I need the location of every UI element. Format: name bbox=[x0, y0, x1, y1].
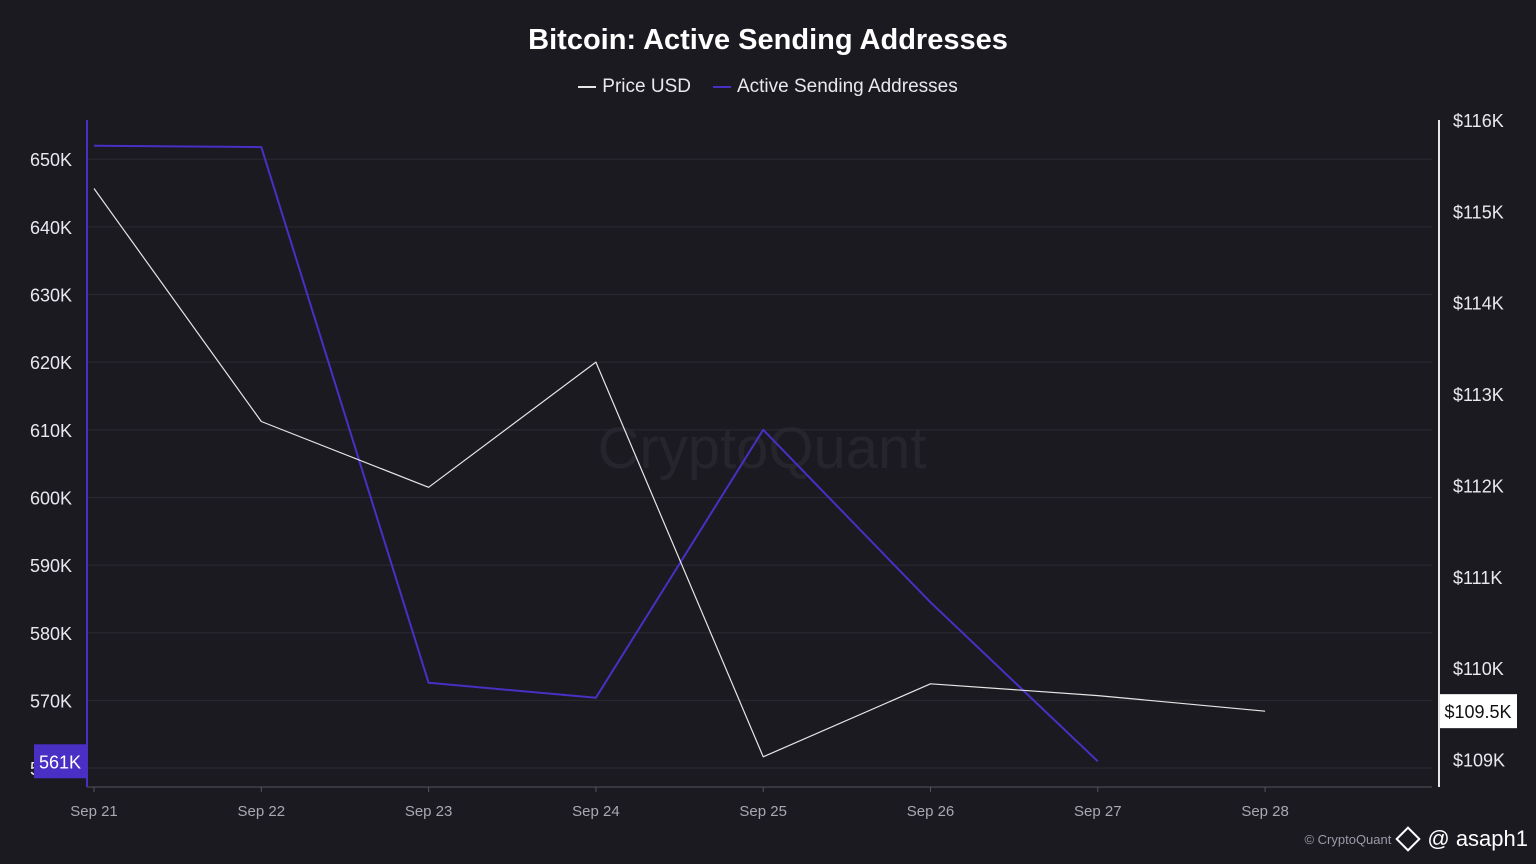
watermark-text: CryptoQuant bbox=[598, 416, 927, 481]
current-value-label-left: 561K bbox=[39, 752, 81, 772]
right-tick-label: $113K bbox=[1453, 385, 1504, 405]
x-tick-label: Sep 24 bbox=[572, 803, 620, 820]
x-tick-label: Sep 26 bbox=[907, 803, 955, 820]
left-tick-label: 600K bbox=[30, 488, 72, 508]
chart-title: Bitcoin: Active Sending Addresses bbox=[528, 24, 1008, 56]
x-tick-label: Sep 25 bbox=[739, 803, 787, 820]
legend-item-price[interactable]: Price USD bbox=[578, 76, 691, 98]
x-tick-label: Sep 28 bbox=[1241, 803, 1289, 820]
right-tick-label: $112K bbox=[1453, 476, 1504, 496]
legend: Price USD Active Sending Addresses bbox=[0, 76, 1536, 98]
right-tick-label: $109K bbox=[1453, 751, 1505, 771]
right-tick-label: $115K bbox=[1453, 202, 1504, 222]
diamond-logo-icon bbox=[1395, 826, 1422, 852]
legend-swatch-price bbox=[578, 86, 597, 88]
left-tick-label: 570K bbox=[30, 691, 72, 711]
legend-item-active-addresses[interactable]: Active Sending Addresses bbox=[712, 76, 958, 98]
left-tick-label: 590K bbox=[30, 556, 72, 576]
right-tick-label: $110K bbox=[1453, 659, 1504, 679]
left-tick-label: 650K bbox=[30, 150, 72, 170]
author-handle: @ asaph1 bbox=[1427, 826, 1528, 851]
x-tick-label: Sep 22 bbox=[238, 803, 286, 820]
left-tick-label: 580K bbox=[30, 624, 72, 644]
left-tick-label: 630K bbox=[30, 286, 72, 306]
left-tick-label: 640K bbox=[30, 218, 72, 238]
x-tick-label: Sep 21 bbox=[70, 803, 118, 820]
current-value-label-right: $109.5K bbox=[1444, 702, 1511, 722]
right-tick-label: $111K bbox=[1453, 568, 1502, 588]
series-line-price bbox=[93, 188, 1266, 758]
right-tick-label: $116K bbox=[1453, 111, 1504, 131]
left-tick-label: 620K bbox=[30, 353, 72, 373]
legend-label-price: Price USD bbox=[602, 76, 691, 97]
right-tick-label: $114K bbox=[1453, 294, 1504, 314]
series-line-active-addresses bbox=[93, 144, 1099, 763]
legend-swatch-active-addresses bbox=[712, 86, 731, 88]
legend-label-active-addresses: Active Sending Addresses bbox=[736, 76, 958, 97]
credit-text: © CryptoQuant bbox=[1304, 831, 1392, 847]
x-tick-label: Sep 27 bbox=[1074, 803, 1122, 820]
credit-footer: © CryptoQuant @ asaph1 bbox=[1304, 826, 1528, 852]
current-value-badge-left bbox=[34, 744, 87, 779]
x-tick-label: Sep 23 bbox=[405, 803, 453, 820]
current-value-badge-right bbox=[1440, 694, 1517, 729]
left-tick-label: 610K bbox=[30, 421, 72, 441]
